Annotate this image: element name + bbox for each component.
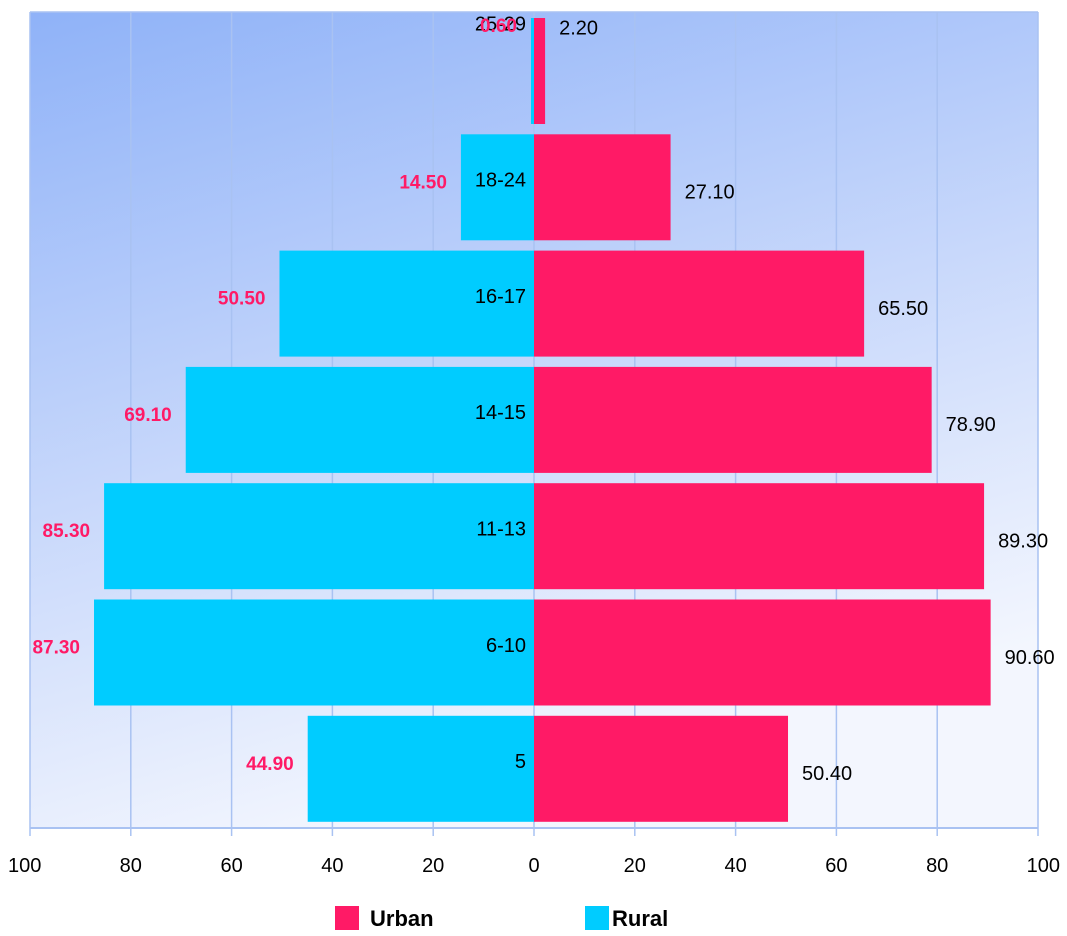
rural-value-label: 50.50 [218, 289, 266, 310]
category-label: 6-10 [486, 635, 526, 657]
rural-value-label: 87.30 [32, 638, 80, 659]
x-tick-label: 80 [120, 855, 142, 877]
x-tick-label: 100 [8, 855, 41, 877]
bar-rural [279, 250, 534, 357]
urban-value-label: 2.20 [559, 17, 598, 39]
category-label: 14-15 [475, 402, 526, 424]
bar-urban [534, 250, 865, 357]
category-label: 25-29 [475, 13, 526, 35]
urban-value-label: 90.60 [1005, 647, 1055, 669]
category-label: 18-24 [475, 170, 526, 192]
urban-value-label: 65.50 [878, 298, 928, 320]
x-tick-label: 40 [724, 855, 746, 877]
bar-urban [534, 715, 789, 822]
x-tick-label: 60 [825, 855, 847, 877]
bar-urban [534, 134, 671, 241]
bar-urban [534, 599, 991, 706]
bar-urban [534, 366, 932, 473]
x-tick-label: 100 [1027, 855, 1060, 877]
x-axis: 100 80 60 40 20 0 20 40 60 80 100 [8, 827, 1060, 877]
bar-rural [104, 483, 534, 590]
rural-value-label: 69.10 [124, 405, 172, 426]
rural-value-label: 14.50 [399, 172, 447, 193]
legend: Urban Rural [335, 906, 668, 931]
x-tick-label: 20 [422, 855, 444, 877]
rural-value-label: 85.30 [43, 521, 91, 542]
bar-rural [94, 599, 535, 706]
x-tick-label: 60 [220, 855, 242, 877]
urban-value-label: 89.30 [998, 530, 1048, 552]
rural-value-label: 44.90 [246, 754, 294, 775]
bar-urban [534, 18, 546, 124]
rural-value-label: 0.60 [480, 16, 517, 37]
category-label: 11-13 [476, 518, 526, 540]
x-tick-label: 40 [321, 855, 343, 877]
data-labels: 25-290.60 2.20 18-24 14.50 27.10 16-17 50.50 65… [32, 13, 1054, 785]
legend-urban-swatch [335, 906, 359, 930]
urban-value-label: 50.40 [802, 763, 852, 785]
legend-urban-label: Urban [370, 906, 434, 931]
category-label: 5 [515, 751, 526, 773]
x-tick-label: 0 [528, 855, 539, 877]
bar-urban [534, 483, 985, 590]
urban-value-label: 27.10 [685, 182, 735, 204]
bars [94, 18, 991, 822]
legend-rural-label: Rural [612, 906, 668, 931]
x-tick-label: 80 [926, 855, 948, 877]
bar-rural [185, 366, 534, 473]
bar-rural [307, 715, 534, 822]
bar-rural [530, 18, 534, 124]
urban-value-label: 78.90 [946, 414, 996, 436]
legend-rural-swatch [585, 906, 609, 930]
x-tick-label: 20 [624, 855, 646, 877]
category-label: 16-17 [475, 286, 526, 308]
bar-rural [460, 134, 534, 241]
